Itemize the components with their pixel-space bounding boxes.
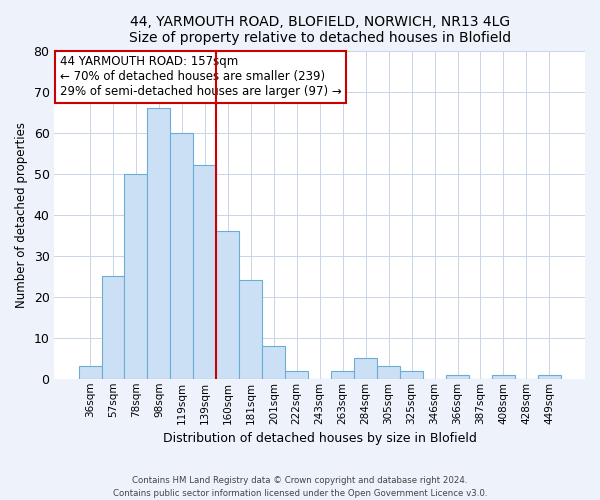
Y-axis label: Number of detached properties: Number of detached properties (15, 122, 28, 308)
Text: 44 YARMOUTH ROAD: 157sqm
← 70% of detached houses are smaller (239)
29% of semi-: 44 YARMOUTH ROAD: 157sqm ← 70% of detach… (60, 56, 341, 98)
Title: 44, YARMOUTH ROAD, BLOFIELD, NORWICH, NR13 4LG
Size of property relative to deta: 44, YARMOUTH ROAD, BLOFIELD, NORWICH, NR… (128, 15, 511, 45)
Bar (79, 366, 101, 379)
Bar (538, 374, 561, 379)
Bar (446, 374, 469, 379)
Text: Contains HM Land Registry data © Crown copyright and database right 2024.
Contai: Contains HM Land Registry data © Crown c… (113, 476, 487, 498)
Bar (170, 132, 193, 379)
Bar (262, 346, 285, 379)
Bar (400, 370, 423, 379)
X-axis label: Distribution of detached houses by size in Blofield: Distribution of detached houses by size … (163, 432, 476, 445)
Bar (101, 276, 124, 379)
Bar (331, 370, 354, 379)
Bar (377, 366, 400, 379)
Bar (124, 174, 148, 379)
Bar (239, 280, 262, 379)
Bar (217, 231, 239, 379)
Bar (148, 108, 170, 379)
Bar (492, 374, 515, 379)
Bar (193, 166, 217, 379)
Bar (354, 358, 377, 379)
Bar (285, 370, 308, 379)
